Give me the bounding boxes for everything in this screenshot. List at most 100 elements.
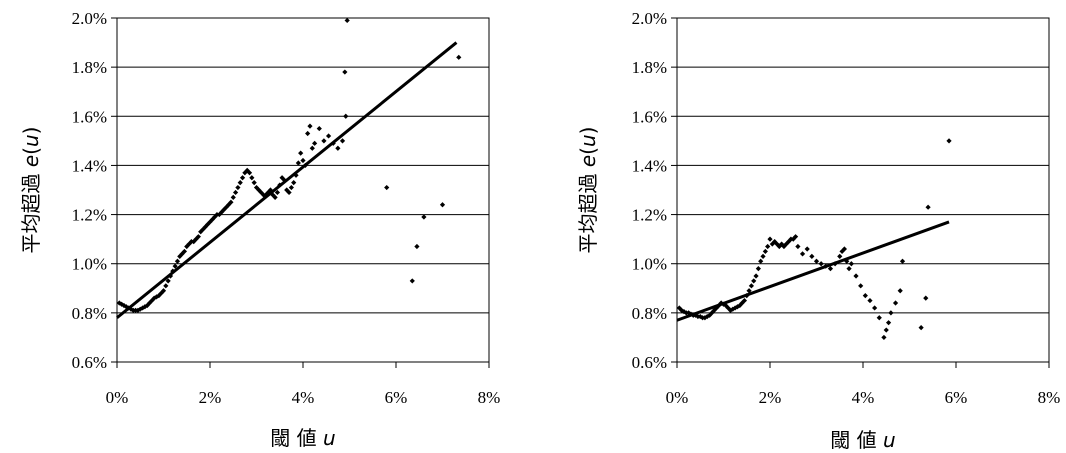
data-point	[312, 140, 318, 146]
y-axis-label: 平均超過 e(u)	[19, 127, 43, 254]
data-point	[321, 138, 327, 144]
data-point	[414, 243, 420, 250]
data-point	[946, 138, 952, 144]
data-point	[818, 261, 824, 267]
y-axis-label: 平均超過 e(u)	[576, 127, 600, 254]
y-axis-label-paren-close: )	[19, 127, 43, 135]
y-tick-label: 2.0%	[72, 9, 107, 28]
data-point	[765, 243, 771, 250]
data-point	[681, 309, 687, 315]
data-point	[291, 180, 297, 186]
data-point	[263, 192, 269, 198]
x-axis-label-text: 閾 値	[830, 428, 883, 452]
data-point	[305, 130, 311, 137]
data-point	[918, 325, 924, 331]
data-point	[325, 133, 332, 139]
y-axis-label-paren-open: (	[576, 147, 600, 155]
x-axis-label-text: 閾 値	[270, 426, 323, 450]
data-point	[892, 300, 899, 306]
data-point	[706, 312, 713, 318]
y-axis-label-var: e	[576, 155, 600, 167]
data-point	[258, 189, 264, 196]
x-axis-label-var: u	[323, 426, 336, 450]
data-point	[767, 236, 773, 242]
y-tick-label: 1.0%	[632, 255, 667, 274]
data-point	[288, 184, 294, 191]
data-point	[697, 313, 703, 320]
data-point	[876, 315, 882, 321]
x-tick-label: 6%	[945, 388, 968, 407]
data-point	[776, 243, 782, 250]
data-point	[741, 297, 748, 304]
data-point	[755, 266, 761, 272]
data-point	[307, 123, 313, 129]
y-tick-label: 1.2%	[632, 206, 667, 225]
data-point	[862, 293, 868, 299]
data-point	[732, 305, 738, 311]
data-point	[804, 246, 810, 252]
y-tick-label: 1.4%	[72, 156, 107, 175]
fit-line	[676, 220, 950, 322]
data-point	[858, 283, 864, 289]
data-point	[872, 305, 878, 311]
data-point	[139, 305, 146, 311]
data-point	[439, 202, 446, 208]
y-tick-label: 0.8%	[632, 304, 667, 323]
data-point	[923, 295, 929, 301]
y-tick-label: 1.0%	[72, 255, 107, 274]
data-point	[686, 310, 692, 316]
x-tick-label: 8%	[1038, 388, 1061, 407]
data-point	[249, 175, 255, 181]
x-tick-label: 8%	[478, 388, 501, 407]
data-point	[704, 313, 710, 320]
x-tick-label: 0%	[106, 388, 129, 407]
y-tick-label: 1.6%	[72, 107, 107, 126]
data-point	[195, 234, 201, 240]
data-point	[149, 297, 155, 304]
x-tick-label: 4%	[292, 388, 315, 407]
data-point	[235, 184, 241, 191]
y-tick-label: 1.6%	[632, 107, 667, 126]
data-point	[342, 69, 348, 75]
data-point	[228, 199, 234, 205]
data-point	[899, 258, 906, 264]
y-tick-label: 1.8%	[632, 58, 667, 77]
data-point	[156, 293, 162, 299]
data-point	[237, 180, 243, 186]
data-point	[246, 170, 253, 176]
data-point	[813, 258, 820, 264]
data-point	[344, 17, 350, 24]
y-tick-label: 1.8%	[72, 58, 107, 77]
y-tick-label: 0.6%	[72, 353, 107, 372]
data-point	[758, 258, 764, 264]
y-tick-label: 1.2%	[72, 206, 107, 225]
data-point	[274, 189, 281, 196]
data-point	[751, 278, 757, 284]
data-point	[786, 239, 792, 245]
data-point	[774, 241, 780, 247]
data-point	[713, 305, 720, 311]
y-axis-label-var: e	[19, 155, 43, 167]
data-point	[158, 290, 164, 296]
y-axis-label-text: 平均超過	[19, 167, 43, 253]
y-axis-label-paren-open: (	[19, 147, 43, 155]
data-point	[239, 175, 246, 181]
data-point	[753, 273, 759, 279]
data-point	[163, 283, 169, 289]
data-point	[799, 251, 806, 257]
data-point	[456, 54, 462, 60]
data-point	[885, 320, 892, 326]
data-point	[270, 192, 276, 198]
data-point	[730, 306, 736, 312]
chart-left: 0.6% 0.8% 1.0% 1.2% 1.4% 1.6% 1.8% 2.0% 0% 2% 4% 6%…	[19, 9, 500, 450]
data-point	[300, 157, 306, 164]
data-point	[795, 243, 801, 250]
data-point	[711, 307, 717, 313]
y-axis-label-paren-var: u	[19, 134, 43, 147]
data-point	[151, 295, 157, 301]
data-point	[421, 214, 427, 220]
x-tick-label: 0%	[666, 388, 689, 407]
data-point	[837, 253, 843, 259]
y-axis-label-paren-var: u	[576, 134, 600, 147]
